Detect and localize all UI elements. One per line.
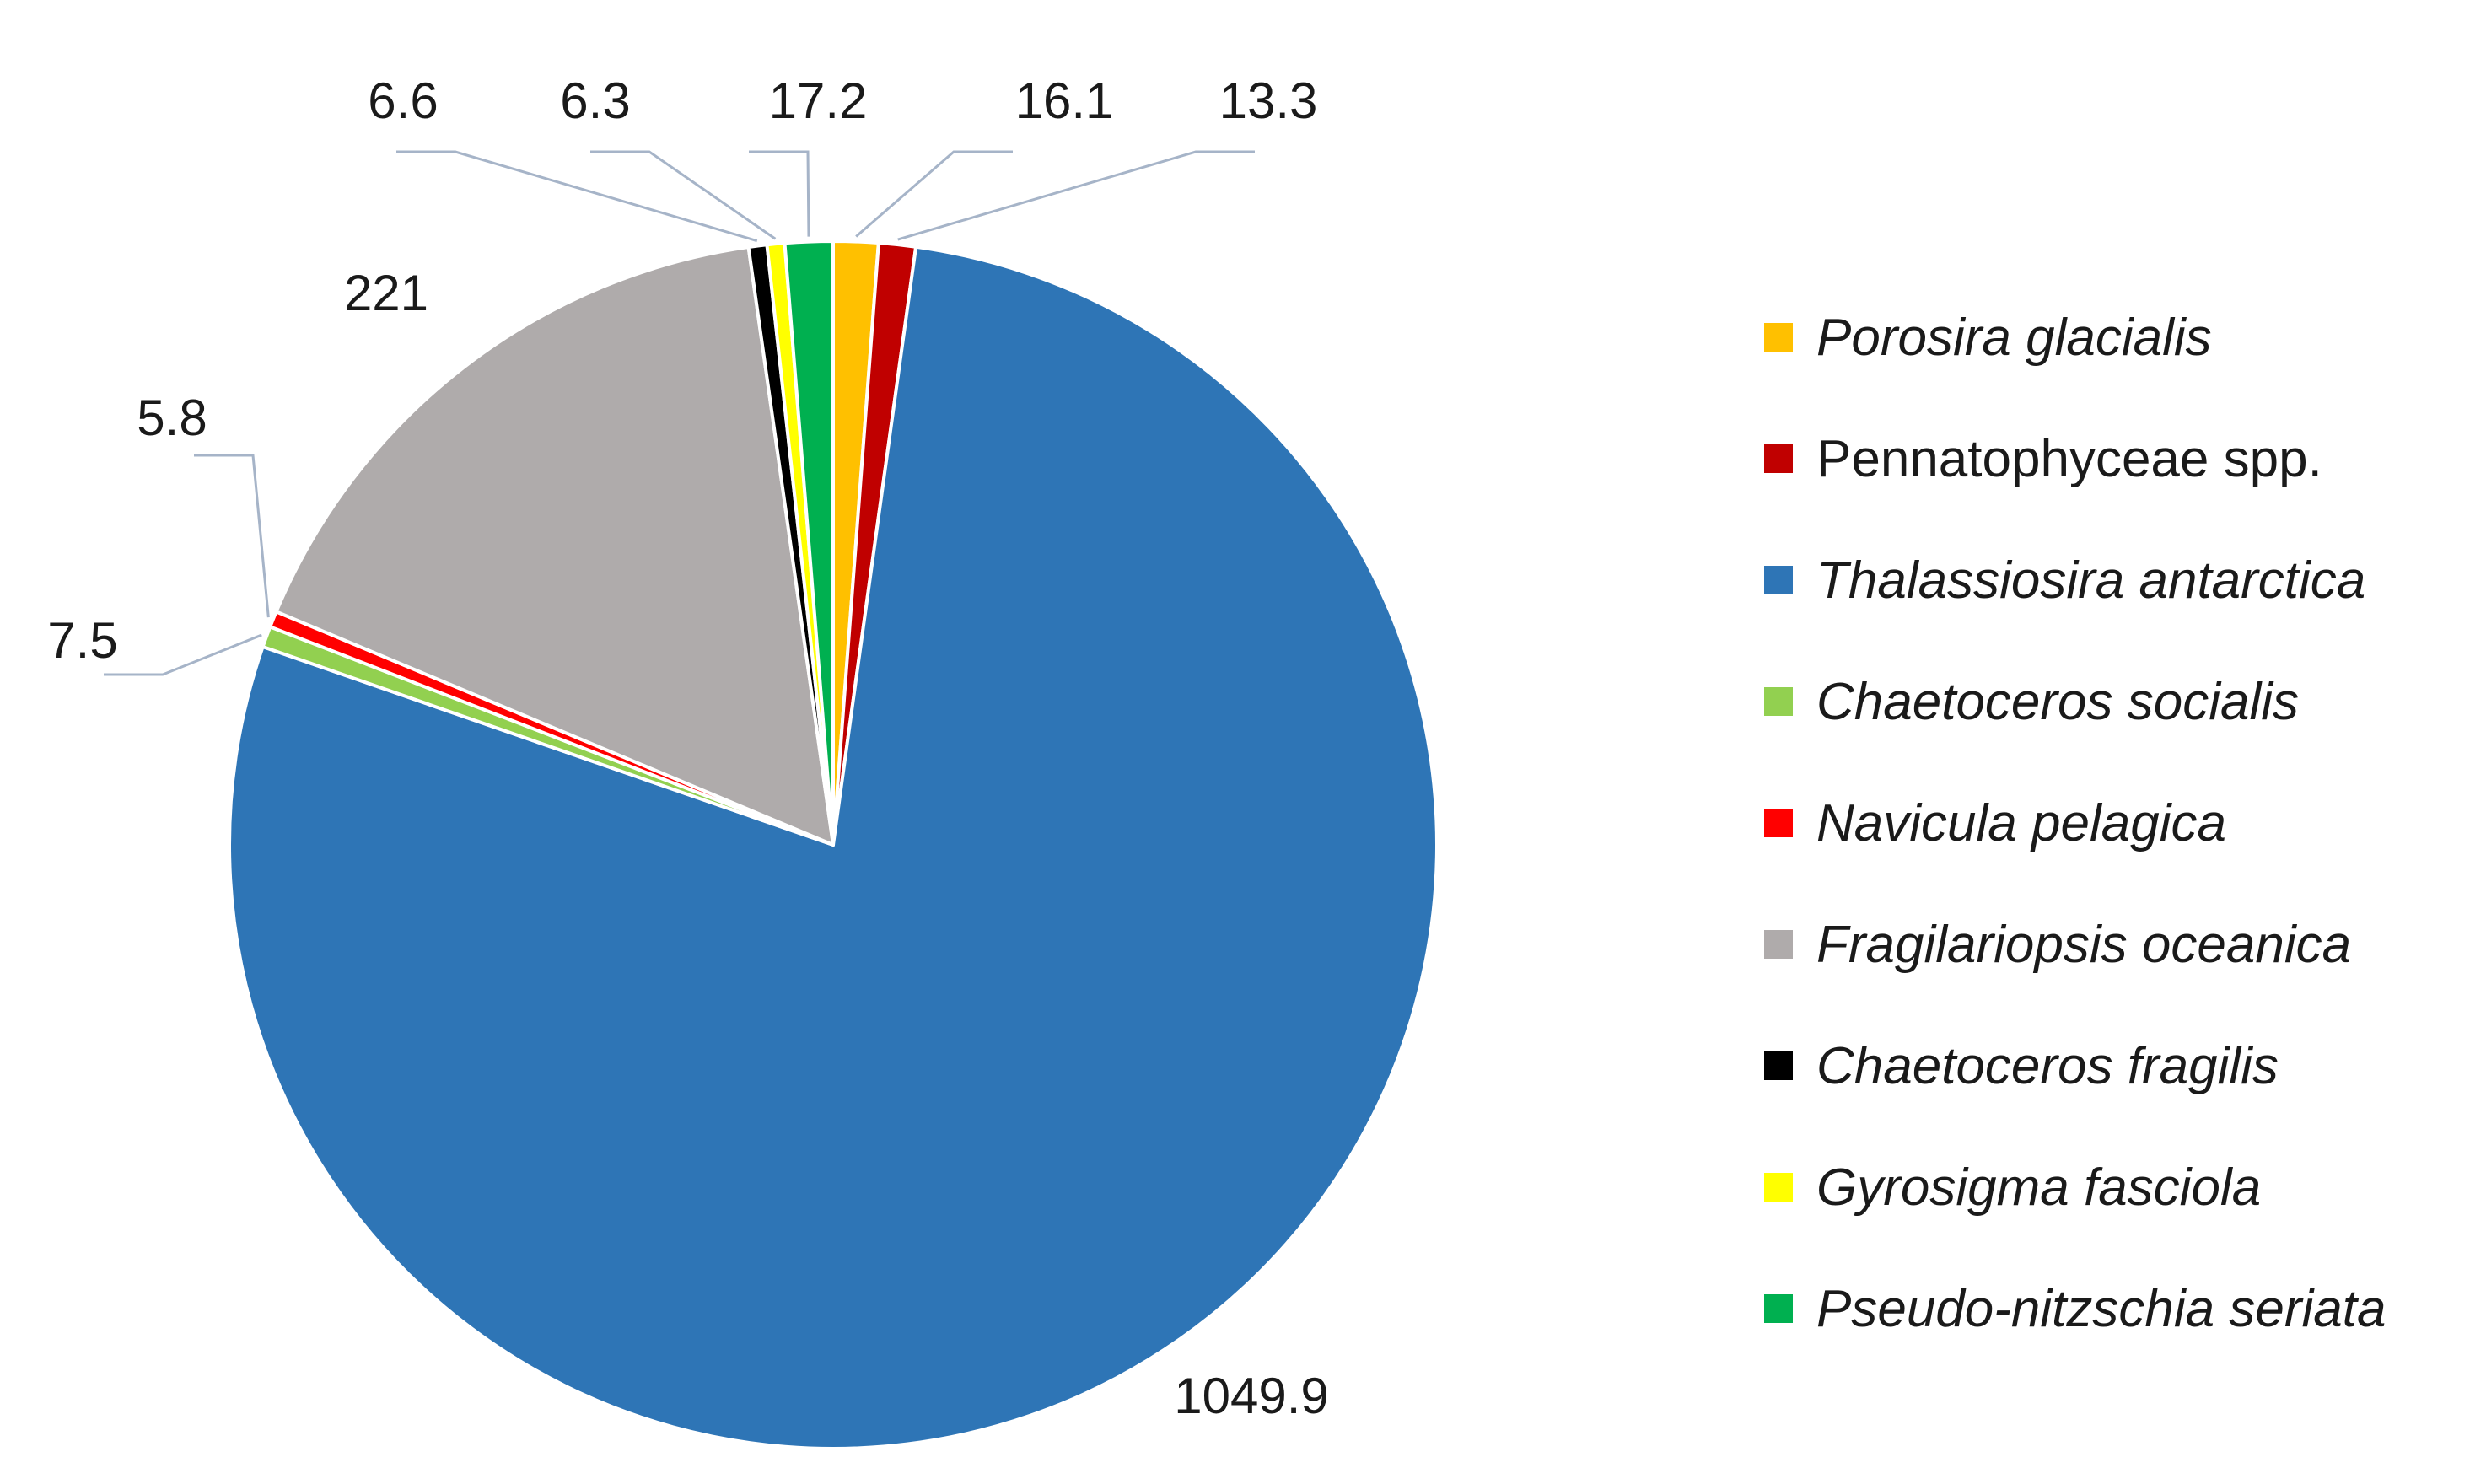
legend-item-pennatophyceae-spp: Pennatophyceae spp. (1764, 425, 2473, 492)
leader-line-pseudo-nitzschia-seriata (749, 150, 810, 237)
leader-line-navicula-pelagica (194, 454, 270, 618)
legend-swatch (1764, 444, 1793, 473)
leader-line-chaetoceros-socialis (104, 633, 262, 676)
data-labels: 16.1 13.3 1049.9 7.5 5.8 221 6.6 6.3 17.2 (47, 73, 1328, 1424)
legend-swatch (1764, 1173, 1793, 1202)
legend-label: Fragilariopsis oceanica (1816, 915, 2352, 974)
data-label-chaetoceros-socialis: 7.5 (47, 612, 117, 669)
legend-swatch (1764, 566, 1793, 594)
leader-line-porosira-glacialis (855, 150, 1013, 238)
legend-item-pseudo-nitzschia-seriata: Pseudo-nitzschia seriata (1764, 1275, 2473, 1342)
data-label-fragilariopsis-oceanica: 221 (344, 265, 428, 321)
legend-item-thalassiosira-antarctica: Thalassiosira antarctica (1764, 546, 2473, 614)
legend-swatch (1764, 930, 1793, 959)
legend-label: Pennatophyceae spp. (1816, 429, 2322, 488)
data-label-pennatophyceae-spp: 13.3 (1219, 73, 1318, 129)
data-label-pseudo-nitzschia-seriata: 17.2 (769, 73, 868, 129)
leader-line-gyrosigma-fasciola (590, 150, 777, 240)
legend-label: Navicula pelagica (1816, 793, 2226, 852)
legend-item-gyrosigma-fasciola: Gyrosigma fasciola (1764, 1153, 2473, 1221)
legend-label: Pseudo-nitzschia seriata (1816, 1279, 2386, 1338)
data-label-thalassiosira-antarctica: 1049.9 (1174, 1368, 1329, 1424)
pie-slice-pseudo-nitzschia-seriata (783, 239, 835, 847)
legend-label: Chaetoceros fragilis (1816, 1036, 2279, 1095)
leader-line-pennatophyceae-spp (897, 150, 1255, 241)
legend-swatch (1764, 687, 1793, 716)
data-label-navicula-pelagica: 5.8 (137, 390, 207, 446)
pie-slices (228, 239, 1439, 1450)
pie-slice-fragilariopsis-oceanica (274, 245, 835, 847)
data-label-porosira-glacialis: 16.1 (1015, 73, 1114, 129)
data-label-chaetoceros-fragilis: 6.6 (368, 73, 438, 129)
leader-line-chaetoceros-fragilis (396, 150, 758, 243)
legend-swatch (1764, 809, 1793, 837)
leader-lines (104, 150, 1255, 676)
legend-swatch (1764, 1051, 1793, 1080)
legend-item-porosira-glacialis: Porosira glacialis (1764, 304, 2473, 371)
pie-slice-thalassiosira-antarctica (228, 245, 1439, 1450)
legend-item-chaetoceros-fragilis: Chaetoceros fragilis (1764, 1032, 2473, 1100)
legend-swatch (1764, 323, 1793, 352)
legend-swatch (1764, 1294, 1793, 1323)
legend-item-fragilariopsis-oceanica: Fragilariopsis oceanica (1764, 911, 2473, 978)
legend-label: Chaetoceros socialis (1816, 672, 2300, 731)
legend-label: Porosira glacialis (1816, 308, 2212, 367)
legend-label: Thalassiosira antarctica (1816, 551, 2366, 610)
data-label-gyrosigma-fasciola: 6.3 (560, 73, 630, 129)
legend-item-navicula-pelagica: Navicula pelagica (1764, 789, 2473, 857)
legend-label: Gyrosigma fasciola (1816, 1158, 2262, 1217)
legend-item-chaetoceros-socialis: Chaetoceros socialis (1764, 668, 2473, 735)
